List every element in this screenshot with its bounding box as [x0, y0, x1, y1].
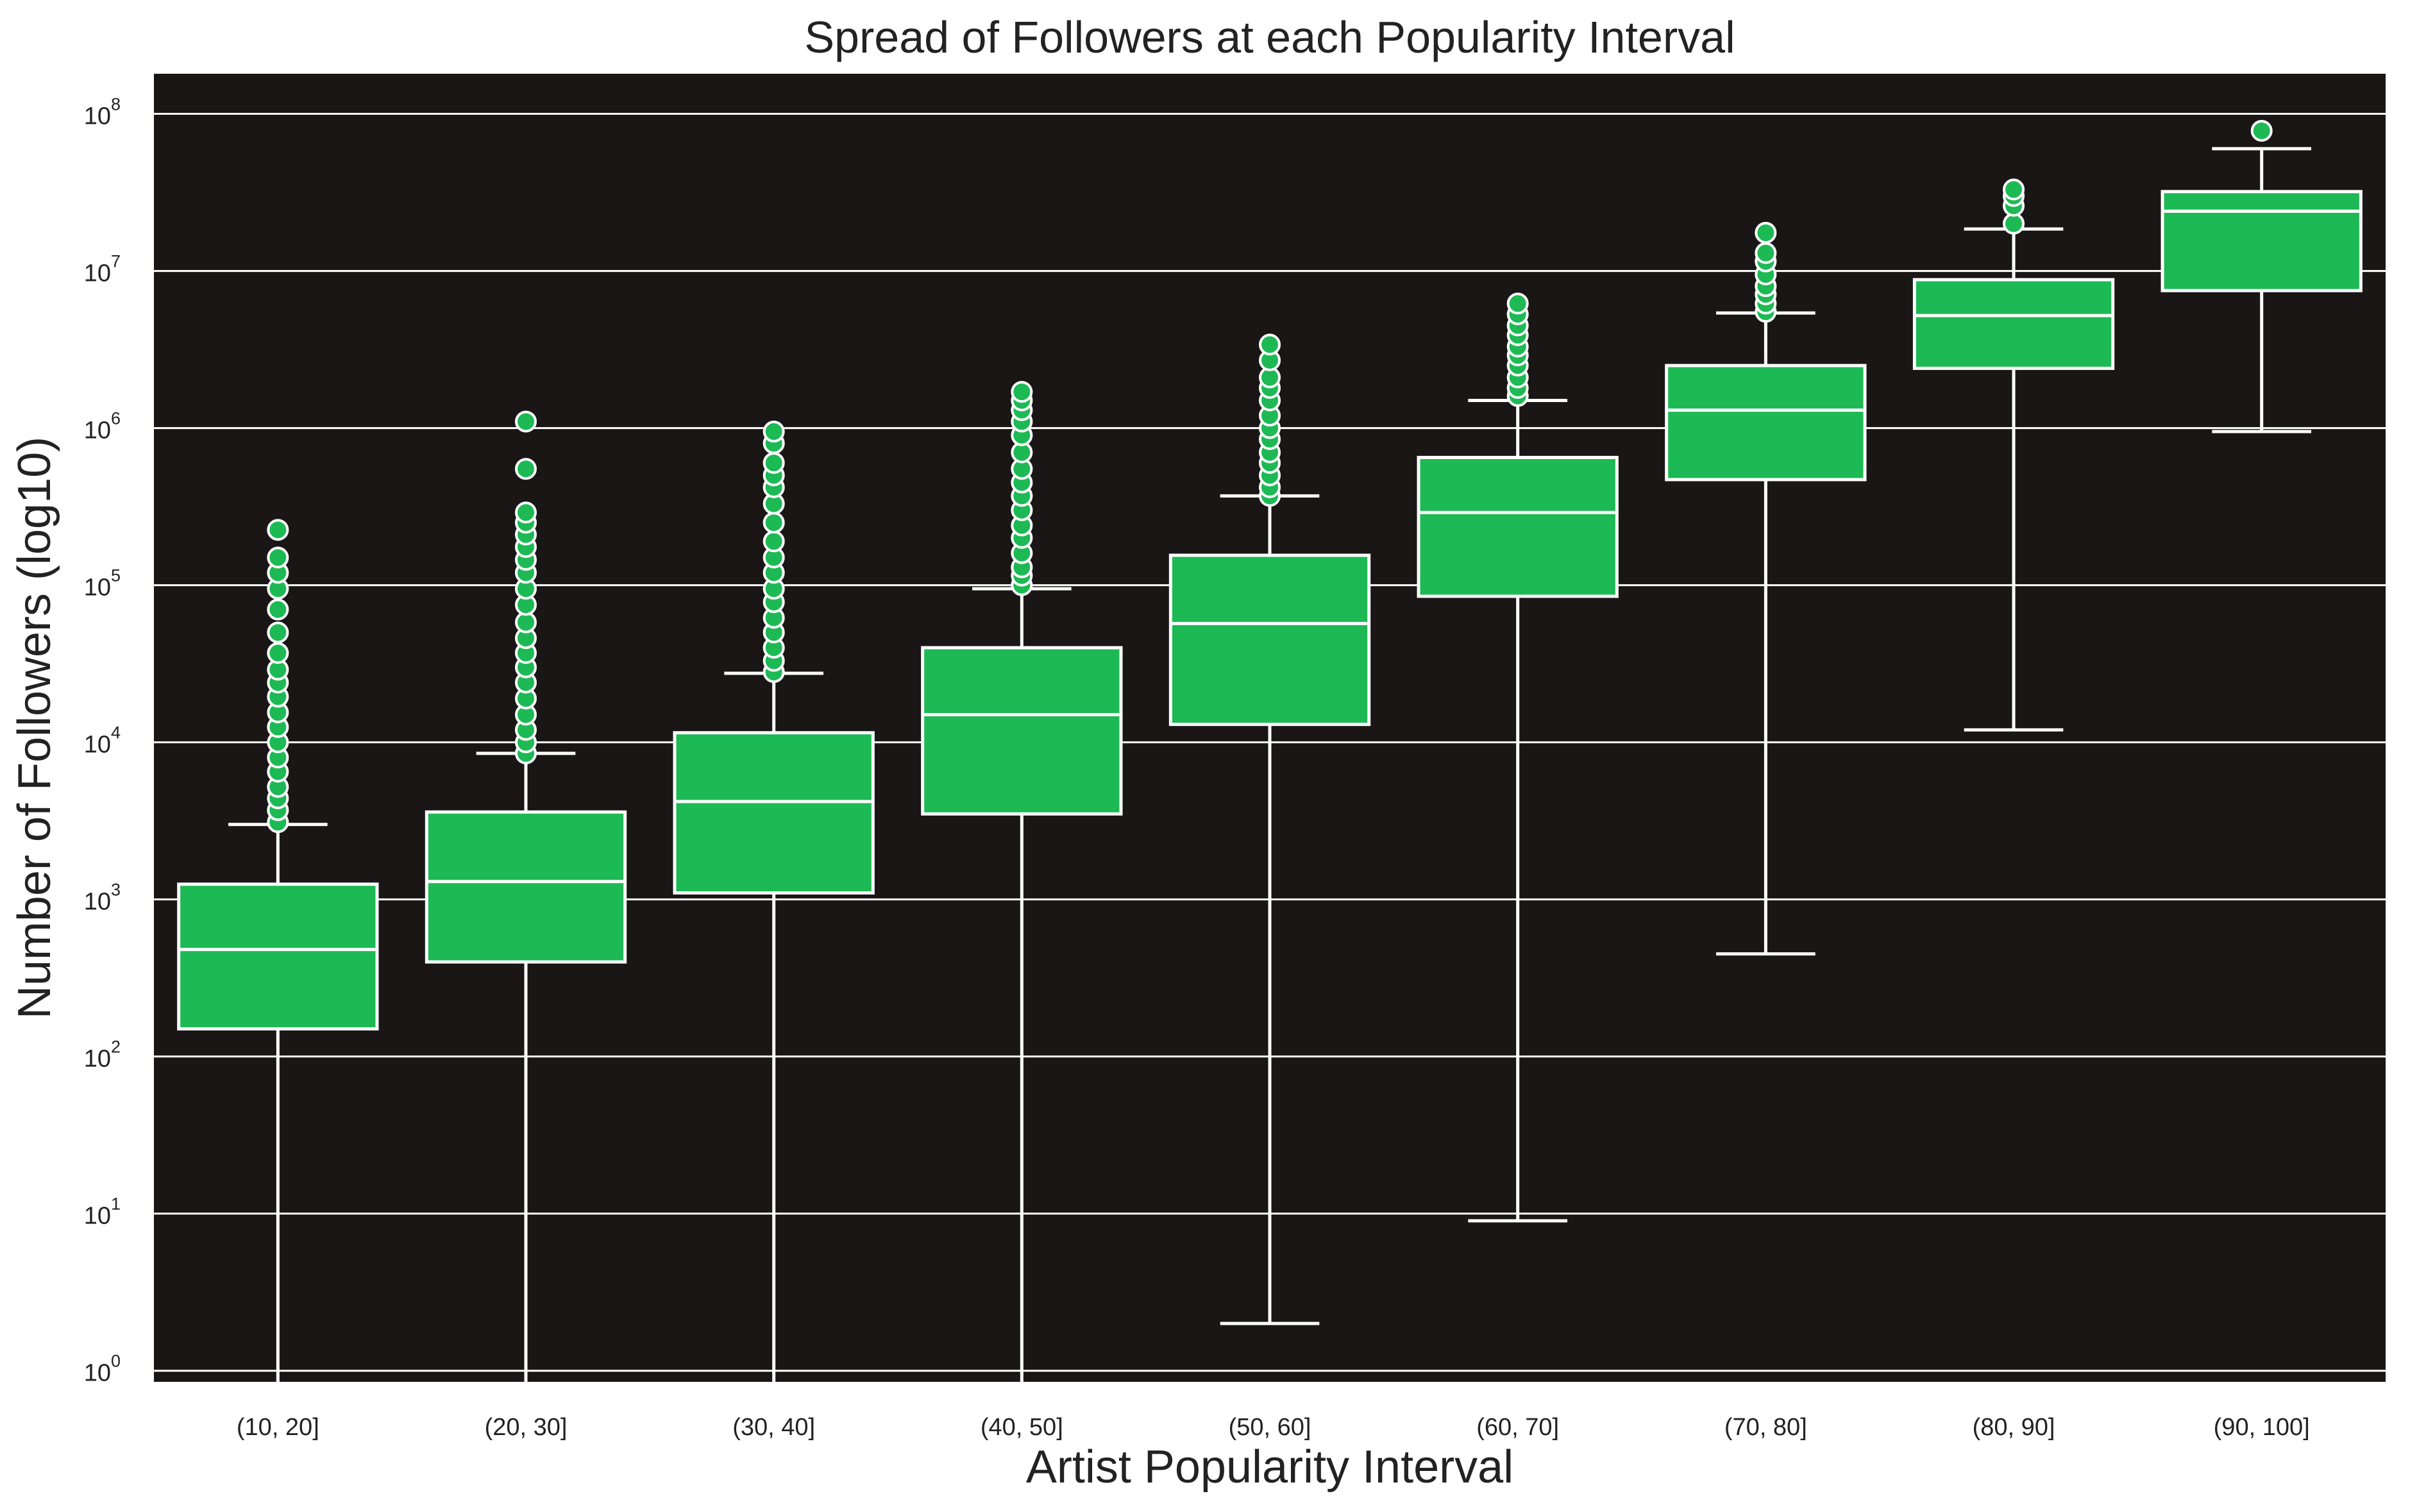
outlier-point: [1755, 222, 1777, 244]
y-tick-label: 106: [84, 409, 121, 444]
box-group: [921, 381, 1123, 1382]
y-tick-labels: 100 101 102 103 104 105 106 107 108: [84, 95, 121, 1387]
box-group: [1168, 333, 1371, 1325]
box-group: [177, 519, 379, 1382]
x-tick-label: (20, 30]: [485, 1414, 568, 1441]
outlier-point: [1259, 333, 1281, 356]
x-tick-label: (70, 80]: [1724, 1414, 1807, 1441]
outlier-point: [1011, 381, 1033, 403]
x-tick-label: (10, 20]: [237, 1414, 319, 1441]
box-iqr: [673, 731, 875, 895]
y-tick-label: 103: [84, 880, 121, 916]
x-axis-label: Artist Popularity Interval: [1026, 1441, 1513, 1493]
box-iqr: [1912, 278, 2115, 370]
box-iqr: [425, 810, 627, 964]
outlier-point: [267, 642, 289, 664]
x-tick-label: (30, 40]: [732, 1414, 815, 1441]
x-tick-label: (40, 50]: [981, 1414, 1063, 1441]
y-tick-label: 100: [84, 1352, 121, 1387]
outlier-point: [267, 598, 289, 621]
x-tick-label: (50, 60]: [1229, 1414, 1311, 1441]
outlier-point: [1755, 242, 1777, 264]
x-tick-label: (90, 100]: [2214, 1414, 2310, 1441]
boxes: [177, 119, 2363, 1382]
y-tick-label: 105: [84, 566, 121, 601]
box-iqr: [1417, 455, 1619, 598]
box-iqr: [1665, 364, 1867, 482]
outlier-point: [267, 621, 289, 644]
outlier-point: [763, 512, 785, 534]
outlier-point: [2250, 119, 2273, 142]
outlier-point: [515, 501, 537, 524]
x-tick-labels: (10, 20] (20, 30] (30, 40] (40, 50] (50, 60]…: [237, 1414, 2310, 1441]
x-tick-label: (80, 90]: [1973, 1414, 2055, 1441]
box-group: [2161, 119, 2363, 433]
y-tick-label: 101: [84, 1195, 121, 1230]
y-tick-label: 107: [84, 252, 121, 287]
y-tick-label: 102: [84, 1037, 121, 1073]
box-group: [673, 421, 875, 1382]
outlier-point: [763, 530, 785, 553]
outlier-point: [2003, 178, 2025, 201]
box-iqr: [2161, 190, 2363, 292]
y-axis-label: Number of Followers (log10): [9, 437, 60, 1019]
outlier-point: [267, 519, 289, 541]
outlier-point: [515, 458, 537, 480]
box-group: [425, 410, 627, 1382]
box-group: [1665, 222, 1867, 956]
chart-title: Spread of Followers at each Popularity I…: [804, 12, 1735, 62]
outlier-point: [2003, 212, 2025, 235]
outlier-point: [763, 451, 785, 474]
outlier-point: [515, 410, 537, 433]
y-tick-label: 108: [84, 95, 121, 130]
outlier-point: [267, 546, 289, 569]
box-iqr: [1168, 553, 1371, 727]
box-iqr: [177, 882, 379, 1031]
box-iqr: [921, 646, 1123, 816]
box-group: [1417, 292, 1619, 1223]
x-tick-label: (60, 70]: [1476, 1414, 1559, 1441]
y-tick-label: 104: [84, 723, 121, 759]
outlier-point: [1506, 292, 1529, 315]
outlier-point: [763, 421, 785, 443]
box-group: [1912, 178, 2115, 732]
